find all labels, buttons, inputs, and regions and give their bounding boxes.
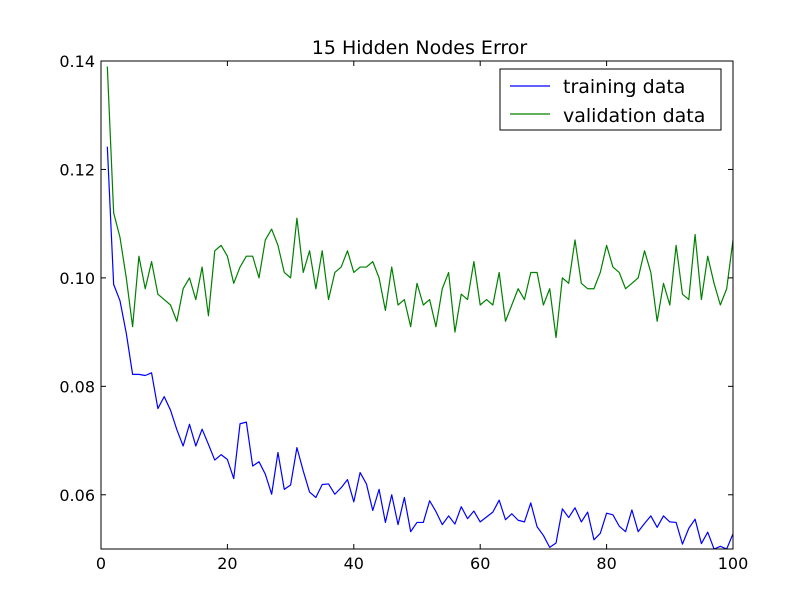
chart-title: 15 Hidden Nodes Error bbox=[312, 37, 528, 59]
legend-box bbox=[499, 68, 722, 131]
y-tick-label: 0.14 bbox=[59, 52, 95, 71]
x-tick-label: 60 bbox=[470, 554, 490, 573]
x-tick-label: 80 bbox=[596, 554, 616, 573]
y-tick-label: 0.10 bbox=[59, 269, 95, 288]
axis-ticks: 0 20 40 60 80 100 0.06 0.08 0.10 0.12 0.14 bbox=[59, 52, 748, 573]
series-layer bbox=[106, 66, 733, 549]
series-line-validation-data bbox=[106, 66, 733, 339]
plot-area-frame bbox=[100, 60, 734, 550]
y-tick-label: 0.06 bbox=[59, 486, 95, 505]
legend-label-training-data: training data bbox=[563, 76, 685, 98]
x-tick-label: 0 bbox=[96, 554, 106, 573]
y-tick-label: 0.08 bbox=[59, 377, 95, 396]
x-tick-label: 40 bbox=[344, 554, 364, 573]
series-line-training-data bbox=[106, 146, 733, 549]
x-tick-label: 20 bbox=[217, 554, 237, 573]
y-tick-label: 0.12 bbox=[59, 160, 95, 179]
legend: training data validation data bbox=[499, 68, 722, 131]
x-tick-label: 100 bbox=[718, 554, 749, 573]
legend-label-validation-data: validation data bbox=[563, 105, 705, 127]
